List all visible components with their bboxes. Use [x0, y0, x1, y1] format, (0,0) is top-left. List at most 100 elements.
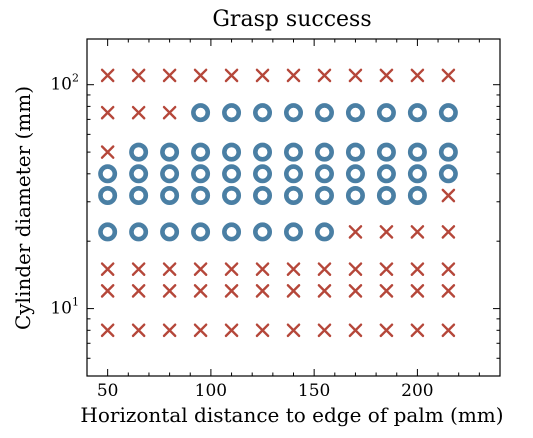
- success-marker: [314, 142, 334, 162]
- success-marker: [283, 185, 303, 205]
- failure-marker: [348, 262, 363, 276]
- failure-marker: [131, 68, 146, 83]
- success-marker: [283, 222, 303, 242]
- success-marker: [253, 103, 273, 123]
- success-marker: [98, 185, 118, 205]
- failure-marker: [317, 68, 332, 83]
- x-tick-label: 100: [195, 381, 227, 401]
- success-marker: [222, 103, 242, 123]
- success-marker: [191, 222, 211, 242]
- success-marker: [314, 185, 334, 205]
- failure-marker: [348, 323, 363, 338]
- failure-marker: [348, 225, 363, 239]
- y-tick-label: 102: [50, 72, 79, 95]
- failure-marker: [317, 284, 332, 298]
- success-marker: [407, 103, 427, 123]
- failure-marker: [410, 323, 425, 338]
- success-marker: [438, 164, 458, 184]
- failure-marker: [100, 145, 115, 159]
- failure-marker: [100, 105, 115, 120]
- failure-marker: [100, 323, 115, 338]
- success-marker: [191, 164, 211, 184]
- y-axis-label: Cylinder diameter (mm): [11, 86, 35, 330]
- success-marker: [407, 142, 427, 162]
- failure-marker: [348, 68, 363, 83]
- failure-marker: [193, 68, 208, 83]
- failure-marker: [100, 68, 115, 83]
- success-marker: [129, 164, 149, 184]
- success-marker: [376, 164, 396, 184]
- success-marker: [376, 103, 396, 123]
- failure-marker: [410, 284, 425, 298]
- success-marker: [98, 222, 118, 242]
- success-marker: [438, 142, 458, 162]
- failure-marker: [162, 323, 177, 338]
- failure-marker: [441, 323, 456, 338]
- x-tick-label: 200: [401, 381, 433, 401]
- success-marker: [283, 142, 303, 162]
- failure-marker: [348, 284, 363, 298]
- axis-ticks: 50 100 150 200 101 102: [50, 39, 501, 401]
- success-marker: [314, 222, 334, 242]
- success-marker: [438, 103, 458, 123]
- failure-marker: [441, 284, 456, 298]
- success-marker: [129, 142, 149, 162]
- x-tick-label: 150: [298, 381, 330, 401]
- failure-marker: [131, 105, 146, 120]
- failure-marker: [131, 284, 146, 298]
- failure-marker: [255, 68, 270, 83]
- success-marker: [345, 164, 365, 184]
- success-marker: [253, 142, 273, 162]
- success-marker: [314, 164, 334, 184]
- failure-marker: [379, 225, 394, 239]
- failure-marker: [379, 262, 394, 276]
- success-marker: [345, 103, 365, 123]
- failure-marker: [224, 323, 239, 338]
- success-marker: [253, 164, 273, 184]
- success-marker: [222, 164, 242, 184]
- success-marker: [160, 164, 180, 184]
- failure-marker: [162, 262, 177, 276]
- x-tick-label: 50: [97, 381, 119, 401]
- success-marker: [222, 222, 242, 242]
- failure-marker: [193, 323, 208, 338]
- success-marker: [345, 142, 365, 162]
- failure-marker: [224, 284, 239, 298]
- success-marker: [160, 185, 180, 205]
- success-marker: [376, 185, 396, 205]
- failure-marker: [379, 323, 394, 338]
- failure-marker: [410, 262, 425, 276]
- failure-marker: [317, 262, 332, 276]
- success-marker: [191, 142, 211, 162]
- chart-marks: [98, 68, 458, 338]
- success-marker: [314, 103, 334, 123]
- failure-marker: [410, 225, 425, 239]
- success-marker: [283, 164, 303, 184]
- failure-marker: [317, 323, 332, 338]
- failure-marker: [131, 262, 146, 276]
- success-marker: [98, 164, 118, 184]
- failure-marker: [379, 284, 394, 298]
- failure-marker: [286, 68, 301, 83]
- failure-marker: [131, 323, 146, 338]
- failure-marker: [162, 68, 177, 83]
- success-marker: [283, 103, 303, 123]
- chart-title: Grasp success: [212, 7, 371, 32]
- success-marker: [160, 222, 180, 242]
- failure-marker: [441, 262, 456, 276]
- failure-marker: [286, 262, 301, 276]
- failure-marker: [441, 225, 456, 239]
- success-marker: [376, 142, 396, 162]
- success-marker: [253, 185, 273, 205]
- failure-marker: [255, 323, 270, 338]
- success-marker: [345, 185, 365, 205]
- failure-marker: [441, 68, 456, 83]
- failure-marker: [193, 262, 208, 276]
- success-marker: [407, 185, 427, 205]
- plot-frame: [86, 38, 501, 377]
- failure-marker: [255, 284, 270, 298]
- failure-marker: [224, 68, 239, 83]
- success-marker: [407, 164, 427, 184]
- success-marker: [129, 185, 149, 205]
- success-marker: [129, 222, 149, 242]
